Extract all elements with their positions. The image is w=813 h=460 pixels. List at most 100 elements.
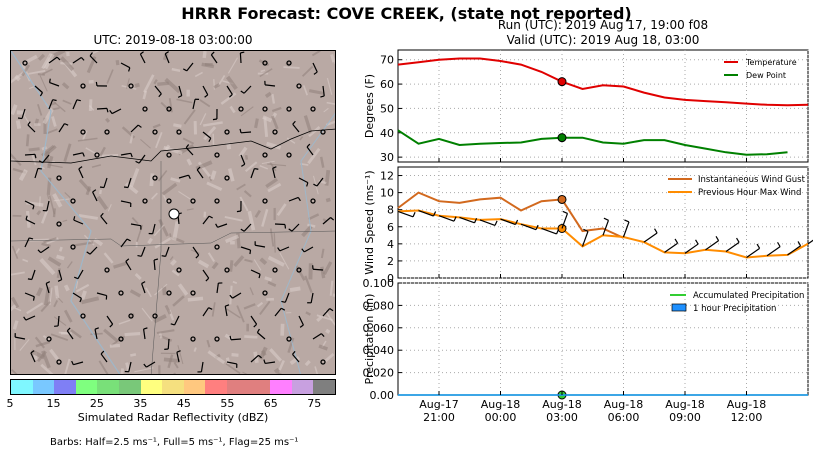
terrain-ridge bbox=[304, 275, 313, 294]
terrain-ridge bbox=[261, 160, 275, 165]
wind-barb-feather bbox=[185, 144, 190, 149]
wind-barb-feather bbox=[137, 124, 142, 128]
terrain-ridge bbox=[300, 162, 309, 166]
calm-wind-marker bbox=[190, 336, 196, 342]
wind-barb bbox=[192, 99, 196, 110]
terrain-ridge bbox=[41, 242, 51, 248]
terrain-ridge bbox=[157, 170, 168, 182]
terrain-ridge bbox=[77, 137, 98, 142]
wind-barb-feather bbox=[196, 166, 201, 171]
terrain-ridge bbox=[40, 301, 51, 313]
terrain-ridge bbox=[178, 190, 191, 200]
wind-barb-feather bbox=[281, 300, 286, 303]
terrain-ridge bbox=[91, 164, 102, 168]
x-tick-label: Aug-18 bbox=[481, 398, 520, 411]
terrain-ridge bbox=[304, 359, 311, 367]
wind-barb-feather bbox=[78, 166, 83, 170]
terrain-ridge bbox=[28, 69, 46, 75]
calm-wind-marker bbox=[224, 175, 230, 181]
calm-wind-marker bbox=[152, 313, 158, 319]
terrain-ridge bbox=[244, 161, 258, 173]
terrain-ridge bbox=[314, 366, 319, 374]
station-wind-barbs bbox=[397, 209, 813, 258]
calm-wind-marker bbox=[166, 106, 172, 112]
calm-wind-marker bbox=[214, 336, 220, 342]
wind-barb bbox=[397, 210, 414, 218]
wind-barb-feather bbox=[797, 241, 802, 247]
calm-wind-marker bbox=[262, 290, 268, 296]
wind-barb bbox=[250, 269, 261, 275]
terrain-ridge bbox=[140, 139, 151, 149]
wind-barb-feather bbox=[225, 304, 230, 307]
wind-barb-feather bbox=[128, 67, 131, 72]
wind-barb-feather bbox=[45, 281, 51, 284]
calm-wind-marker bbox=[128, 83, 134, 89]
wind-barb bbox=[581, 231, 589, 247]
colorbar-segment bbox=[162, 380, 184, 394]
calm-wind-marker bbox=[46, 336, 52, 342]
wind-barb-feather bbox=[240, 90, 245, 94]
wind-barb-feather bbox=[195, 254, 200, 259]
wind-barb-feather bbox=[313, 71, 318, 75]
legend-label: Accumulated Precipitation bbox=[693, 291, 804, 301]
wind-barb bbox=[418, 209, 434, 217]
terrain-ridge bbox=[49, 287, 53, 306]
terrain-ridge bbox=[167, 354, 174, 369]
series-line-1 bbox=[397, 57, 809, 107]
calm-wind-marker bbox=[104, 129, 110, 135]
terrain-ridge bbox=[236, 183, 246, 191]
wind-barb bbox=[272, 168, 276, 179]
terrain-ridge bbox=[147, 237, 153, 245]
valid-time-marker bbox=[557, 194, 567, 204]
wind-barb bbox=[664, 242, 678, 253]
wind-barb bbox=[240, 246, 251, 251]
terrain-ridge bbox=[142, 90, 148, 100]
wind-barb bbox=[72, 152, 83, 156]
wind-barb bbox=[202, 215, 210, 225]
wind-barb bbox=[202, 269, 210, 279]
colorbar-segment bbox=[226, 380, 249, 394]
terrain-ridge bbox=[244, 258, 253, 263]
terrain-ridge bbox=[11, 104, 18, 116]
terrain-ridge bbox=[152, 123, 161, 129]
terrain-ridge bbox=[12, 320, 19, 330]
calm-wind-marker bbox=[286, 152, 292, 158]
terrain-ridge bbox=[232, 280, 238, 285]
wind-barb-feather bbox=[158, 93, 162, 98]
terrain-ridge bbox=[98, 360, 109, 374]
wind-barb bbox=[128, 361, 132, 372]
wind-barb bbox=[120, 238, 128, 248]
wind-barb bbox=[153, 259, 156, 271]
wind-barb-feather bbox=[143, 363, 147, 368]
wind-barb-feather bbox=[29, 237, 34, 240]
terrain-ridge bbox=[99, 146, 106, 157]
wind-barb bbox=[57, 315, 60, 327]
wind-barb bbox=[186, 62, 194, 72]
y-tick-label: 40 bbox=[380, 127, 394, 140]
terrain-ridge bbox=[259, 165, 269, 170]
terrain-ridge bbox=[99, 189, 102, 195]
terrain-ridge bbox=[173, 123, 182, 128]
terrain-ridge bbox=[171, 269, 180, 277]
y-tick-label: 70 bbox=[380, 54, 394, 67]
wind-barb-feather bbox=[99, 186, 105, 189]
calm-wind-marker bbox=[70, 198, 76, 204]
wind-barb bbox=[24, 200, 35, 206]
wind-barb bbox=[21, 108, 26, 119]
wind-barb-feather bbox=[17, 117, 23, 120]
terrain-ridge bbox=[199, 99, 211, 108]
terrain-ridge bbox=[52, 100, 66, 113]
wind-barb-feather bbox=[330, 217, 335, 221]
wind-barb bbox=[146, 361, 156, 368]
terrain-ridge bbox=[62, 219, 68, 223]
wind-barb bbox=[459, 216, 475, 224]
wind-barb-feather bbox=[109, 323, 114, 328]
wind-barb bbox=[196, 169, 204, 179]
wind-barb-feather bbox=[297, 197, 301, 202]
wind-barb bbox=[561, 213, 569, 229]
terrain-ridge bbox=[52, 208, 56, 218]
terrain-ridge bbox=[202, 121, 223, 127]
terrain-ridge bbox=[34, 123, 41, 126]
wind-barb-feather bbox=[89, 52, 93, 57]
colorbar-segment bbox=[118, 380, 141, 394]
